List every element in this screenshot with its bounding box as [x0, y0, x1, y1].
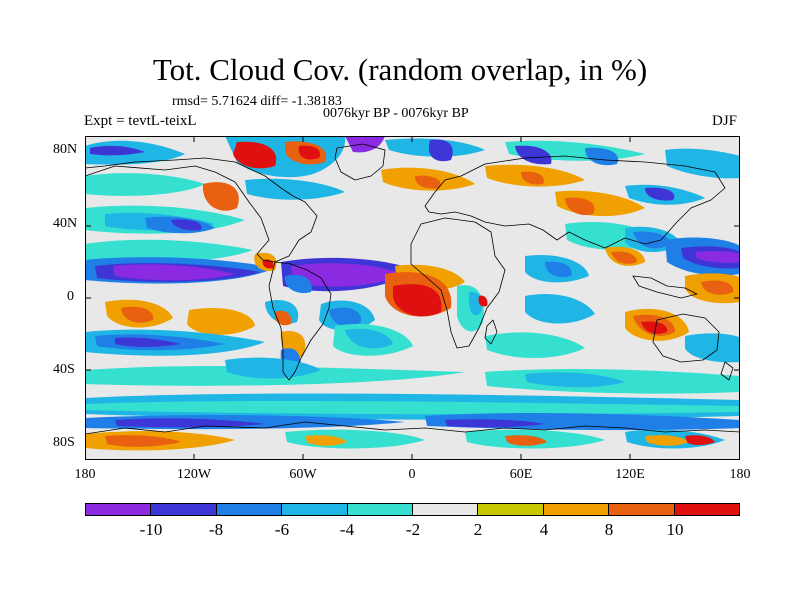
coastline-indonesia — [632, 275, 698, 299]
colorbar-label: -4 — [339, 520, 355, 539]
anomaly-field — [445, 419, 545, 428]
anomaly-field — [645, 187, 675, 201]
colorbar — [85, 503, 740, 516]
anomaly-field — [105, 435, 181, 447]
x-tick-label: 60E — [509, 467, 533, 482]
colorbar-swatch — [609, 504, 675, 515]
y-tick-label: 80N — [53, 142, 78, 157]
anomaly-field — [85, 239, 253, 263]
x-tick-label: 180 — [729, 467, 751, 482]
anomaly-field — [641, 321, 668, 334]
anomaly-field — [291, 263, 403, 287]
experiment-label: Expt = tevtL-teixL — [84, 113, 197, 129]
anomaly-field — [525, 372, 625, 388]
colorbar-swatch — [86, 504, 152, 515]
colorbar-label: -10 — [139, 520, 163, 539]
y-tick-label: 40N — [53, 216, 78, 231]
coastlines — [85, 143, 740, 435]
anomaly-field — [262, 259, 274, 269]
anomaly-field — [233, 141, 277, 169]
anomaly-field — [685, 435, 715, 445]
coastline-antarctica — [85, 421, 740, 435]
colorbar-label: -6 — [274, 520, 290, 539]
coastline-australia — [652, 313, 720, 363]
anomaly-field — [329, 307, 362, 326]
anomaly-field — [701, 280, 734, 295]
colorbar-swatch — [543, 504, 610, 515]
colorbar-label: -8 — [208, 520, 224, 539]
colorbar-swatch — [674, 504, 740, 515]
anomaly-field — [485, 332, 585, 358]
anomaly-field — [121, 306, 154, 323]
coastline-new-zealand — [720, 361, 734, 381]
anomaly-field — [393, 284, 442, 317]
y-tick-label: 80S — [53, 435, 75, 450]
anomaly-map — [85, 136, 740, 460]
season-label: DJF — [712, 113, 738, 129]
anomaly-field — [298, 145, 321, 160]
anomaly-field — [90, 145, 145, 156]
anomaly-field — [225, 357, 321, 379]
anomaly-field — [545, 261, 572, 278]
map-border — [85, 136, 740, 460]
coastline-eurasia — [424, 155, 726, 249]
anomaly-field — [115, 337, 181, 347]
colorbar-label: 8 — [604, 520, 614, 539]
colorbar-swatch — [413, 504, 479, 515]
anomaly-field — [585, 147, 619, 166]
anomaly-field — [85, 400, 740, 415]
anomaly-field — [187, 307, 255, 335]
y-tick-label: 0 — [67, 289, 74, 304]
anomaly-field — [565, 197, 595, 216]
x-tick-label: 120W — [176, 467, 212, 482]
anomaly-field — [115, 418, 265, 428]
x-tick-label: 0 — [408, 467, 416, 482]
anomaly-field — [695, 251, 740, 263]
anomaly-field — [505, 435, 547, 446]
stats-text: rmsd= 5.71624 diff= -1.38183 — [172, 94, 342, 109]
colorbar-swatch — [282, 504, 348, 515]
anomaly-field — [428, 139, 453, 162]
colorbar-swatch — [151, 504, 217, 515]
anomaly-field — [521, 171, 544, 185]
anomaly-field — [245, 178, 345, 200]
coastline-africa — [410, 217, 506, 349]
anomaly-field — [305, 435, 347, 446]
colorbar-swatch — [347, 504, 414, 515]
colorbar-label: -2 — [405, 520, 421, 539]
x-tick-label: 60W — [289, 467, 317, 482]
anomaly-field — [284, 274, 312, 294]
period-text: 0076kyr BP - 0076kyr BP — [323, 106, 469, 121]
anomaly-field — [415, 175, 441, 189]
coastline-madagascar — [484, 319, 498, 345]
colorbar-label: 10 — [666, 520, 684, 539]
anomaly-field — [685, 333, 740, 363]
anomaly-field — [525, 294, 595, 324]
anomaly-field — [113, 264, 235, 281]
x-tick-label: 180 — [74, 467, 96, 482]
colorbar-label: 4 — [539, 520, 549, 539]
anomaly-field — [202, 182, 239, 211]
colorbar-swatch — [216, 504, 283, 515]
anomaly-field — [611, 251, 637, 264]
coastline-south-america — [268, 261, 332, 381]
coastline-greenland — [334, 143, 386, 181]
y-tick-label: 40S — [53, 362, 75, 377]
anomaly-field — [665, 148, 740, 179]
anomaly-field — [345, 328, 393, 349]
colorbar-label: 2 — [473, 520, 483, 539]
anomaly-field — [171, 219, 202, 231]
coastline-north-america — [85, 157, 318, 263]
anomaly-field — [515, 145, 552, 165]
anomaly-field — [85, 173, 205, 196]
anomaly-field — [645, 435, 689, 446]
anomaly-field — [478, 295, 488, 307]
anomaly-field — [633, 231, 671, 249]
colorbar-swatch — [478, 504, 544, 515]
x-tick-label: 120E — [615, 467, 645, 482]
plot-title: Tot. Cloud Cov. (random overlap, in %) — [152, 52, 648, 87]
